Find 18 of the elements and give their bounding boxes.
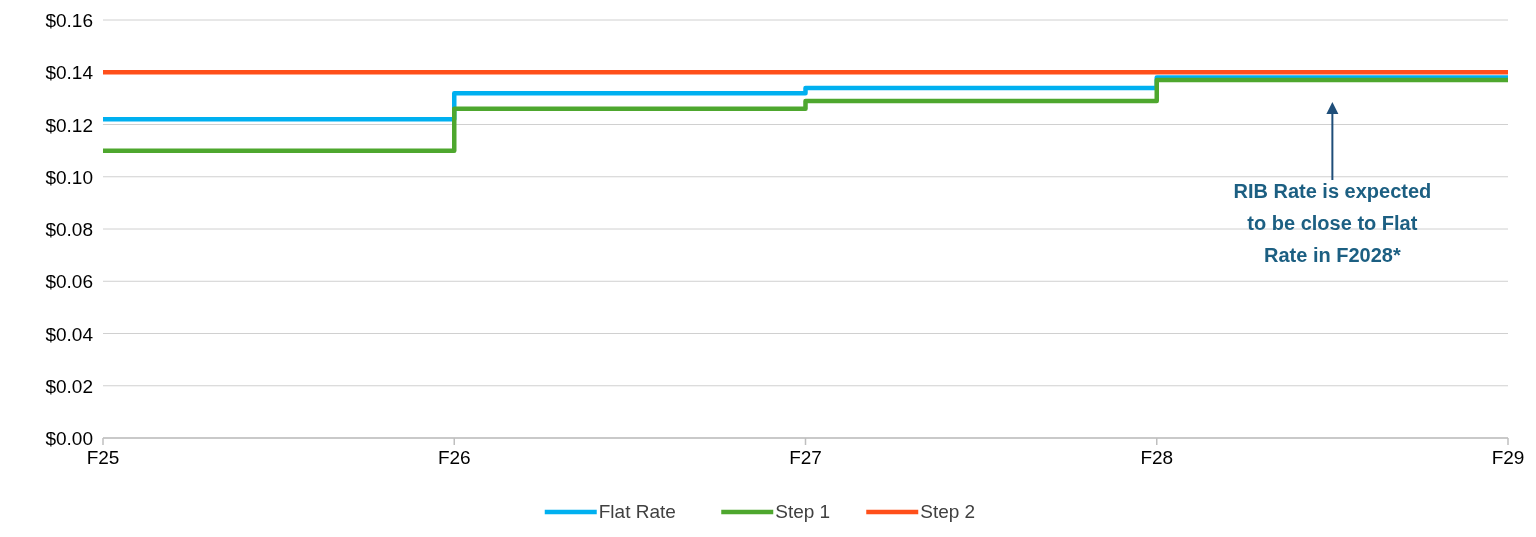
- y-tick-label: $0.02: [45, 375, 93, 397]
- y-tick-label: $0.10: [45, 166, 93, 188]
- y-tick-label: $0.16: [45, 10, 93, 31]
- legend-label: Step 2: [920, 501, 976, 522]
- x-tick-label: F25: [86, 447, 120, 468]
- x-tick-label: F29: [1491, 447, 1525, 468]
- legend-label: Flat Rate: [598, 501, 676, 522]
- y-tick-label: $0.04: [45, 323, 94, 345]
- y-tick-label: $0.12: [45, 114, 93, 136]
- y-tick-label: $0.06: [45, 271, 93, 293]
- y-tick-label: $0.14: [45, 62, 94, 84]
- annotation: RIB Rate is expected to be close to Flat Rate in F2028*: [1233, 180, 1432, 266]
- x-tick-label: F27: [789, 447, 822, 468]
- y-tick-label: $0.08: [45, 219, 93, 240]
- legend-label: Step 1: [775, 501, 831, 522]
- x-tick-label: F26: [437, 447, 471, 468]
- y-tick-label: $0.00: [45, 428, 93, 449]
- x-tick-label: F28: [1140, 447, 1174, 468]
